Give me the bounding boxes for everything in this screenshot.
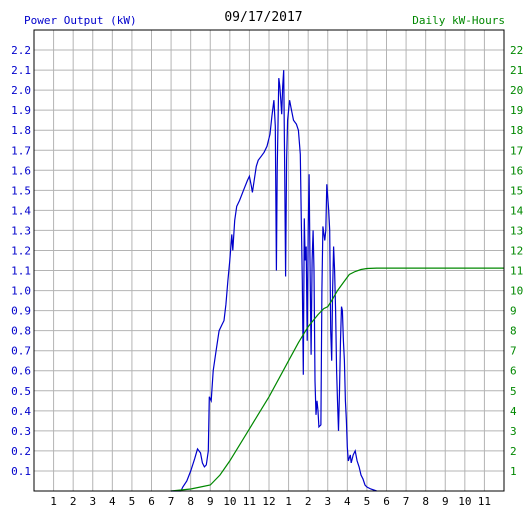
right-tick-label: 9: [510, 305, 517, 318]
left-tick-label: 1.0: [11, 285, 31, 298]
left-tick-label: 0.7: [11, 345, 31, 358]
right-axis-title: Daily kW-Hours: [412, 14, 505, 27]
left-tick-label: 1.2: [11, 244, 31, 257]
left-axis-title: Power Output (kW): [24, 14, 137, 27]
left-tick-label: 2.2: [11, 44, 31, 57]
right-tick-label: 17: [510, 144, 523, 157]
left-tick-label: 0.2: [11, 445, 31, 458]
right-tick-label: 2: [510, 445, 517, 458]
right-tick-label: 6: [510, 365, 517, 378]
right-tick-label: 16: [510, 164, 523, 177]
left-tick-label: 1.3: [11, 224, 31, 237]
x-tick-label: 2: [305, 495, 312, 508]
left-tick-label: 0.8: [11, 325, 31, 338]
right-tick-label: 4: [510, 405, 517, 418]
right-tick-label: 13: [510, 224, 523, 237]
right-tick-label: 11: [510, 265, 523, 278]
right-tick-label: 14: [510, 204, 524, 217]
axis-ticks: 1 2 3 4 5 6 7 8 9 10 11 12 1 2 3 4 5 6 7 8 9 10 110.10.20.30.4…: [11, 44, 523, 508]
right-tick-label: 20: [510, 84, 523, 97]
left-tick-label: 1.7: [11, 144, 31, 157]
x-tick-label: 4: [109, 495, 116, 508]
series: [171, 70, 504, 492]
x-tick-label: 1: [50, 495, 57, 508]
left-tick-label: 1.9: [11, 104, 31, 117]
right-tick-label: 12: [510, 244, 523, 257]
left-tick-label: 0.6: [11, 365, 31, 378]
x-tick-label: 6: [383, 495, 390, 508]
left-tick-label: 2.0: [11, 84, 31, 97]
right-tick-label: 10: [510, 285, 523, 298]
x-tick-label: 11: [478, 495, 491, 508]
right-tick-label: 15: [510, 184, 523, 197]
x-tick-label: 12: [262, 495, 275, 508]
power-output-line: [171, 70, 377, 492]
left-tick-label: 0.4: [11, 405, 31, 418]
x-tick-label: 10: [223, 495, 236, 508]
right-tick-label: 3: [510, 425, 517, 438]
right-tick-label: 1: [510, 465, 517, 478]
x-tick-label: 4: [344, 495, 351, 508]
left-tick-label: 1.5: [11, 184, 31, 197]
right-tick-label: 7: [510, 345, 517, 358]
right-tick-label: 22: [510, 44, 523, 57]
right-tick-label: 18: [510, 124, 523, 137]
x-tick-label: 3: [324, 495, 331, 508]
x-tick-label: 8: [187, 495, 194, 508]
x-tick-label: 5: [129, 495, 136, 508]
x-tick-label: 2: [70, 495, 77, 508]
left-tick-label: 1.6: [11, 164, 31, 177]
daily-kwh-line: [171, 267, 504, 492]
right-tick-label: 21: [510, 64, 523, 77]
right-tick-label: 8: [510, 325, 517, 338]
left-tick-label: 0.3: [11, 425, 31, 438]
x-tick-label: 1: [285, 495, 292, 508]
x-tick-label: 11: [243, 495, 256, 508]
x-tick-label: 7: [403, 495, 410, 508]
right-tick-label: 19: [510, 104, 523, 117]
x-tick-label: 6: [148, 495, 155, 508]
left-tick-label: 1.4: [11, 204, 31, 217]
left-tick-label: 0.1: [11, 465, 31, 478]
plot-frame: [33, 29, 505, 492]
x-tick-label: 8: [422, 495, 429, 508]
left-tick-label: 0.9: [11, 305, 31, 318]
left-tick-label: 1.8: [11, 124, 31, 137]
left-tick-label: 0.5: [11, 385, 31, 398]
x-tick-label: 9: [442, 495, 449, 508]
x-tick-label: 10: [458, 495, 471, 508]
right-tick-label: 5: [510, 385, 517, 398]
grid: [34, 30, 504, 491]
chart-date: 09/17/2017: [224, 10, 303, 25]
left-tick-label: 2.1: [11, 64, 31, 77]
left-tick-label: 1.1: [11, 265, 31, 278]
x-tick-label: 9: [207, 495, 214, 508]
x-tick-label: 5: [364, 495, 371, 508]
x-tick-label: 3: [89, 495, 96, 508]
x-tick-label: 7: [168, 495, 175, 508]
